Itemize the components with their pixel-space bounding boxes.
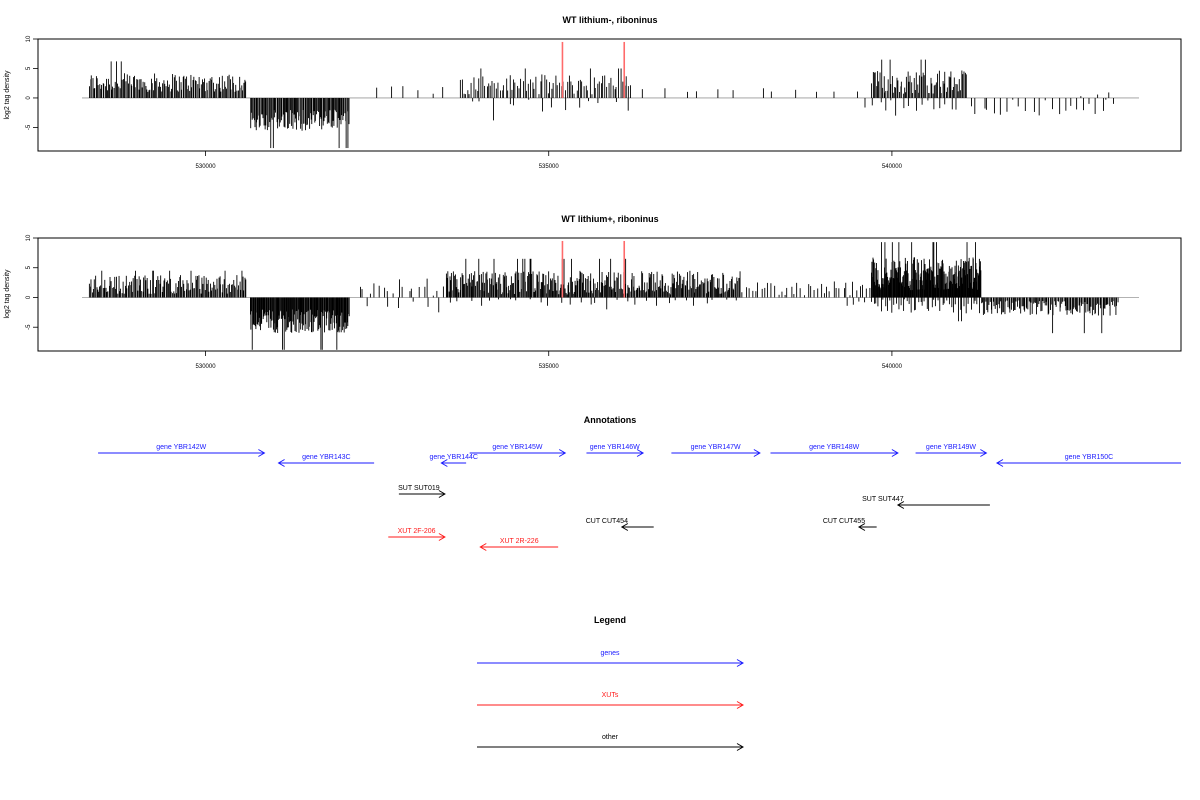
x-tick-label: 540000 xyxy=(882,364,903,370)
panel-title: WT lithium-, riboninus xyxy=(563,15,658,25)
annotation-arrow xyxy=(398,490,446,498)
y-tick-label: 5 xyxy=(26,66,32,70)
y-tick-label: 0 xyxy=(26,295,32,299)
annotation-arrow xyxy=(388,533,446,541)
annotation-features: gene YBR142W gene YBR143C gene YBR144C gene… xyxy=(98,444,1181,551)
legend-label: XUTs xyxy=(602,692,619,699)
plot-frame xyxy=(37,237,1182,352)
annotation-label: gene YBR145W xyxy=(492,444,542,451)
annotation-label: gene YBR147W xyxy=(691,444,741,451)
legend-arrow-xuts xyxy=(477,701,744,709)
x-tick-label: 530000 xyxy=(196,164,217,170)
x-tick-label: 535000 xyxy=(539,364,560,370)
annotations-title: Annotations xyxy=(584,415,637,425)
annotation-arrow xyxy=(98,449,266,457)
legend-arrow-genes xyxy=(477,659,744,667)
y-tick-label: 0 xyxy=(26,96,32,100)
annotation-label: SUT SUT447 xyxy=(862,496,904,503)
annotation-arrow xyxy=(469,449,567,457)
annotation-arrow xyxy=(440,459,467,467)
annotation-arrow xyxy=(277,459,375,467)
legend-entries: genes XUTs other xyxy=(477,650,744,751)
panel-title: WT lithium+, riboninus xyxy=(561,214,658,224)
annotation-label: gene YBR148W xyxy=(809,444,859,451)
annotation-label: gene YBR149W xyxy=(926,444,976,451)
annotation-arrow xyxy=(995,459,1181,467)
annotation-label: gene YBR146W xyxy=(590,444,640,451)
annotation-arrow xyxy=(915,449,988,457)
density-bars xyxy=(82,59,1139,149)
x-tick-label: 540000 xyxy=(882,164,903,170)
y-tick-label: 5 xyxy=(26,265,32,269)
axis-ticks: 10 5 0 -5 530000 535000 540000 xyxy=(26,35,903,170)
annotation-label: SUT SUT019 xyxy=(398,485,440,492)
legend-title: Legend xyxy=(594,615,626,625)
track-panel-lithium-minus: WT lithium-, riboninus log2 tag density … xyxy=(4,15,1182,170)
y-tick-label: -5 xyxy=(26,124,32,130)
y-tick-label: 10 xyxy=(26,35,32,42)
y-tick-label: -5 xyxy=(26,324,32,330)
annotation-label: XUT 2R-226 xyxy=(500,538,539,545)
annotation-label: gene YBR143C xyxy=(302,454,351,461)
annotation-label: CUT CUT454 xyxy=(586,518,628,525)
marker-lines xyxy=(561,41,626,98)
annotation-label: CUT CUT455 xyxy=(823,518,865,525)
annotation-arrow xyxy=(770,449,899,457)
x-tick-label: 535000 xyxy=(539,164,560,170)
annotation-label: gene YBR142W xyxy=(156,444,206,451)
annotation-label: XUT 2F-206 xyxy=(398,528,436,535)
annotation-arrow xyxy=(586,449,645,457)
annotation-arrow xyxy=(620,523,654,531)
track-panel-lithium-plus: WT lithium+, riboninus log2 tag density … xyxy=(4,214,1182,370)
legend: Legend genes XUTs other xyxy=(477,615,744,751)
legend-label: other xyxy=(602,734,619,741)
density-bars xyxy=(82,242,1139,350)
y-tick-label: 10 xyxy=(26,234,32,241)
legend-label: genes xyxy=(600,650,620,657)
annotation-arrow xyxy=(896,501,990,509)
y-axis-label: log2 tag density xyxy=(4,70,11,120)
annotation-arrow xyxy=(857,523,877,531)
annotation-label: gene YBR150C xyxy=(1065,454,1114,461)
plot-frame xyxy=(37,38,1182,152)
annotation-label: gene YBR144C xyxy=(429,454,478,461)
legend-arrow-other xyxy=(477,743,744,751)
marker-lines xyxy=(561,240,626,298)
axis-ticks: 10 5 0 -5 530000 535000 540000 xyxy=(26,234,903,370)
annotation-arrow xyxy=(479,543,559,551)
annotation-arrow xyxy=(671,449,761,457)
y-axis-label: log2 tag density xyxy=(4,269,11,319)
x-tick-label: 530000 xyxy=(196,364,217,370)
